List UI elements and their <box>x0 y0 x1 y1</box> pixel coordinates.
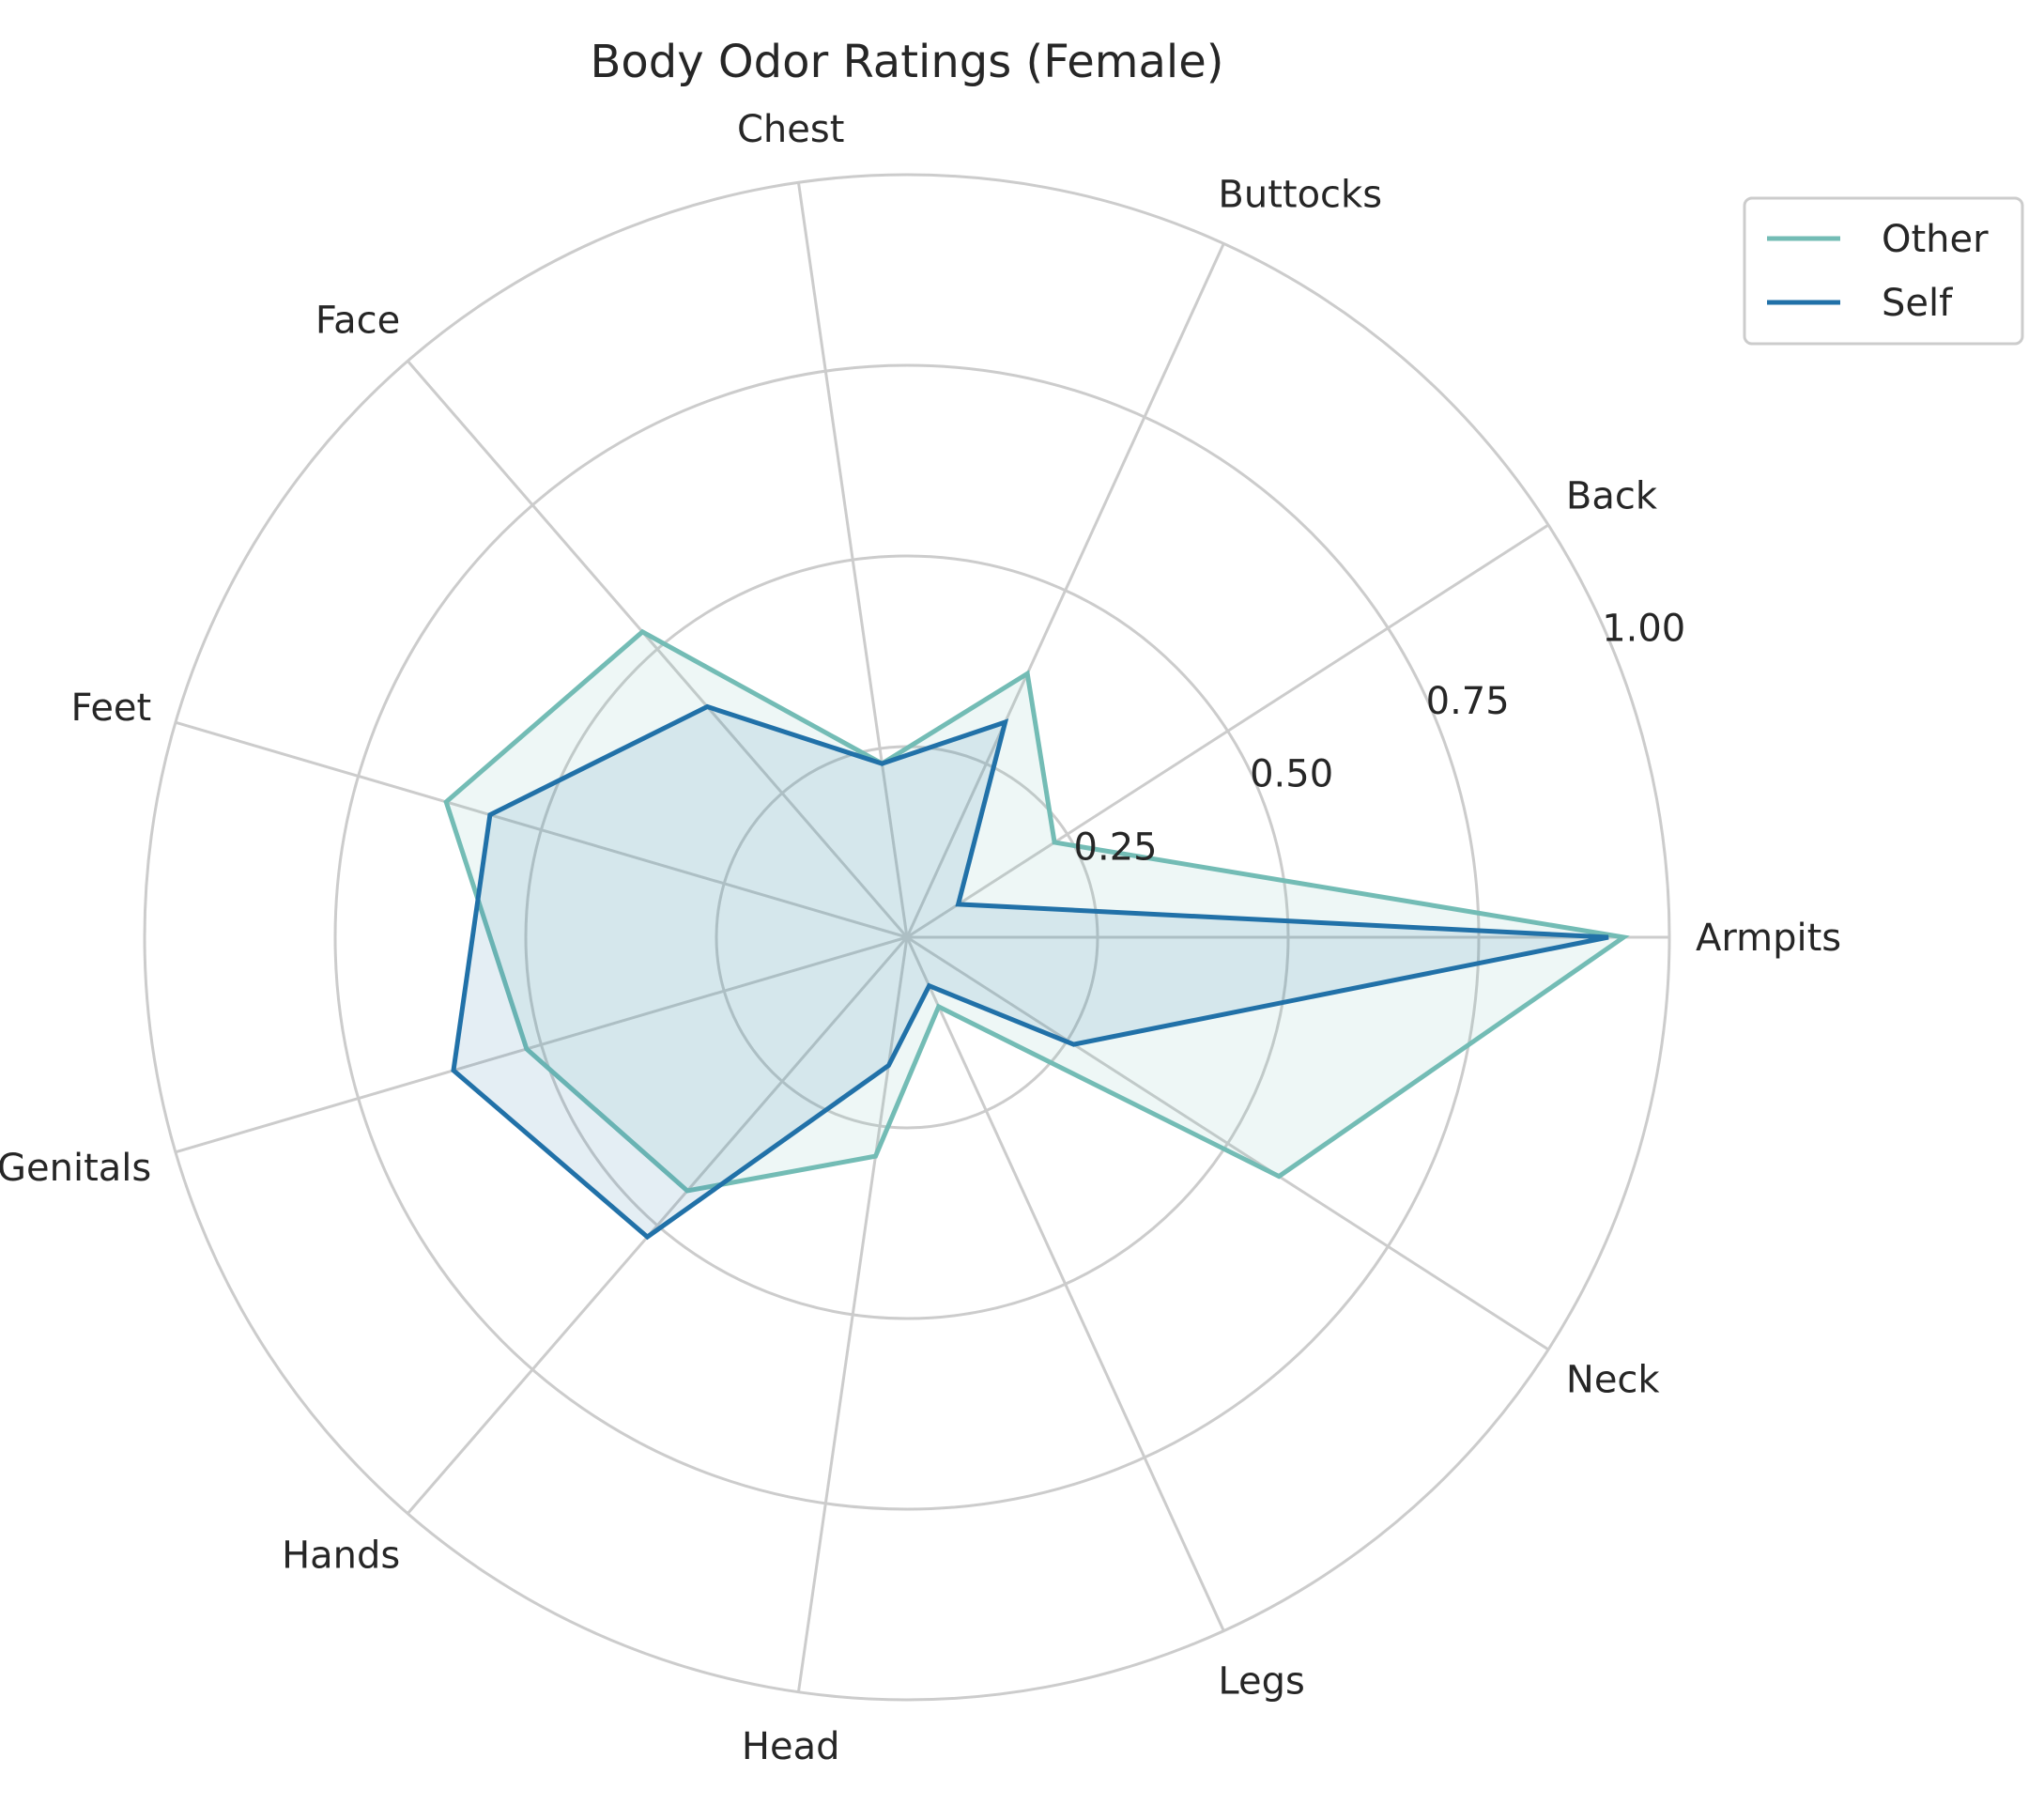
spoke-back <box>906 523 1549 939</box>
legend-box <box>1743 196 2024 346</box>
spoke-face <box>407 360 909 938</box>
radial-tick-label: 1.00 <box>1602 607 1685 650</box>
spoke-hands <box>407 936 909 1515</box>
radial-tick-label: 0.25 <box>1074 825 1158 869</box>
legend-label-other: Other <box>1882 218 1989 261</box>
category-label-genitals: Genitals <box>0 1147 151 1190</box>
spoke-feet <box>175 720 908 939</box>
series-self-line <box>451 703 1609 1241</box>
category-label-neck: Neck <box>1566 1358 1661 1401</box>
series-self-area <box>453 706 1608 1238</box>
category-label-back: Back <box>1566 475 1658 518</box>
category-labels: Armpits Back Buttocks Chest Face Feet Genitals… <box>0 108 1841 1768</box>
series-other-line <box>443 628 1630 1194</box>
chart-title: Body Odor Ratings (Female) <box>590 36 1223 88</box>
category-label-face: Face <box>315 299 400 342</box>
legend: Other Self <box>1743 196 2024 346</box>
category-label-chest: Chest <box>737 108 844 151</box>
series-other-area <box>446 631 1624 1191</box>
category-label-armpits: Armpits <box>1696 917 1841 960</box>
category-label-legs: Legs <box>1218 1659 1304 1703</box>
spoke-genitals <box>175 935 908 1154</box>
series-layer <box>443 628 1630 1241</box>
category-label-feet: Feet <box>71 687 152 730</box>
category-label-buttocks: Buttocks <box>1218 174 1382 217</box>
radial-tick-labels: 0.25 0.50 0.75 1.00 <box>1074 607 1686 869</box>
spoke-chest <box>796 182 909 938</box>
spoke-buttocks <box>905 242 1225 938</box>
category-label-hands: Hands <box>282 1535 400 1578</box>
category-label-head: Head <box>742 1725 840 1768</box>
legend-label-self: Self <box>1882 282 1953 325</box>
radial-tick-label: 0.50 <box>1250 753 1333 796</box>
radial-tick-label: 0.75 <box>1426 680 1510 723</box>
spoke-neck <box>906 935 1549 1351</box>
spoke-legs <box>905 936 1225 1632</box>
